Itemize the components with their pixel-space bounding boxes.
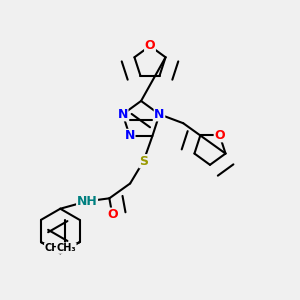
Text: N: N [154,108,165,121]
Text: N: N [124,129,135,142]
Text: NH: NH [77,195,98,208]
Text: S: S [139,155,148,168]
Text: CH₃: CH₃ [56,243,76,253]
Text: O: O [145,40,155,52]
Text: CH₃: CH₃ [45,243,64,253]
Text: O: O [214,129,225,142]
Text: N: N [118,108,128,121]
Text: O: O [107,208,118,221]
